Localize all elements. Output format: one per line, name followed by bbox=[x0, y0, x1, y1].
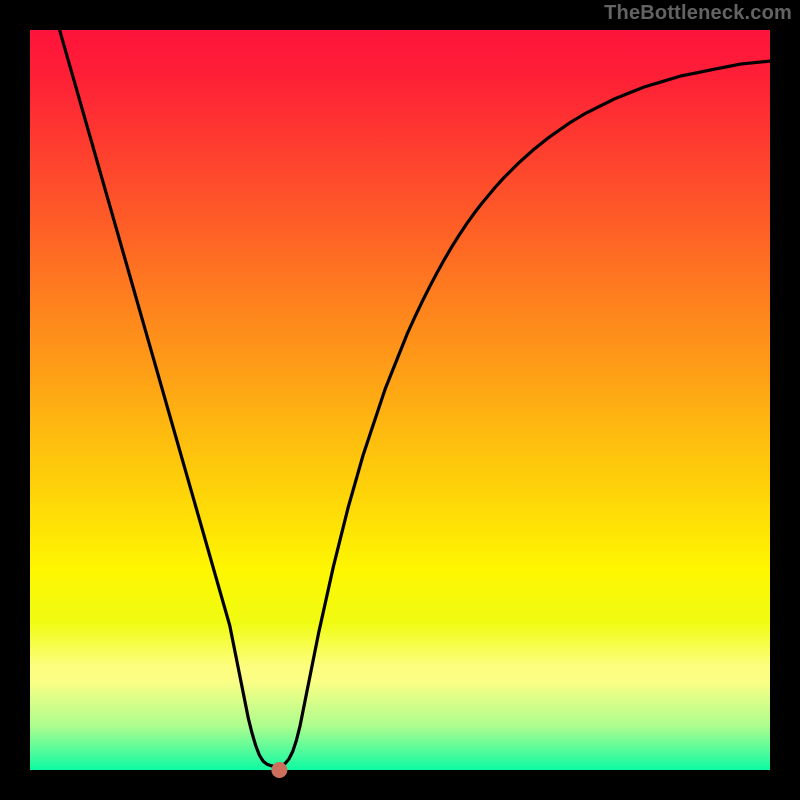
gradient-bottleneck-chart bbox=[0, 0, 800, 800]
chart-frame: TheBottleneck.com bbox=[0, 0, 800, 800]
plot-background bbox=[30, 30, 770, 770]
minimum-marker bbox=[271, 762, 287, 778]
